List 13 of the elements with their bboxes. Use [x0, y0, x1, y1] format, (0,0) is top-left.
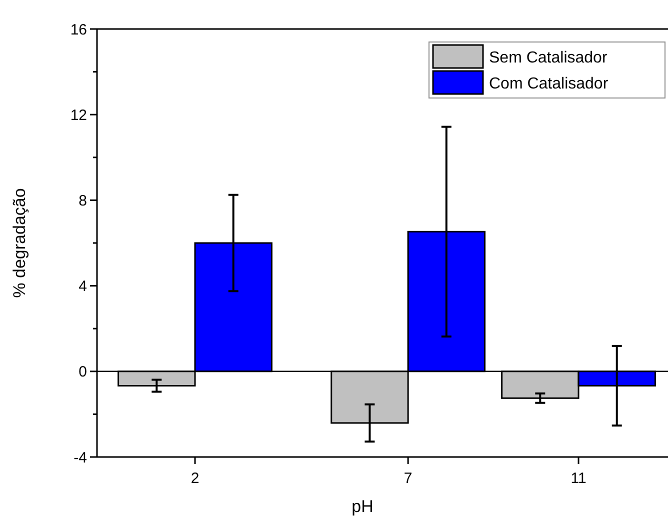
y-tick-label: 4: [78, 278, 87, 296]
y-axis-title: % degradação: [10, 188, 29, 298]
y-tick-label: 12: [70, 106, 87, 124]
y-tick-label: 16: [70, 21, 87, 38]
y-tick-label: 0: [78, 364, 87, 381]
legend-label: Sem Catalisador: [489, 50, 608, 67]
y-tick-label: -4: [74, 449, 87, 466]
x-tick-label: 2: [190, 470, 200, 487]
legend-label: Com Catalisador: [489, 76, 609, 93]
y-tick-label: 8: [78, 192, 87, 210]
x-tick-label: 11: [570, 470, 586, 487]
x-axis-title: pH: [352, 497, 374, 516]
x-tick-label: 7: [404, 470, 412, 487]
